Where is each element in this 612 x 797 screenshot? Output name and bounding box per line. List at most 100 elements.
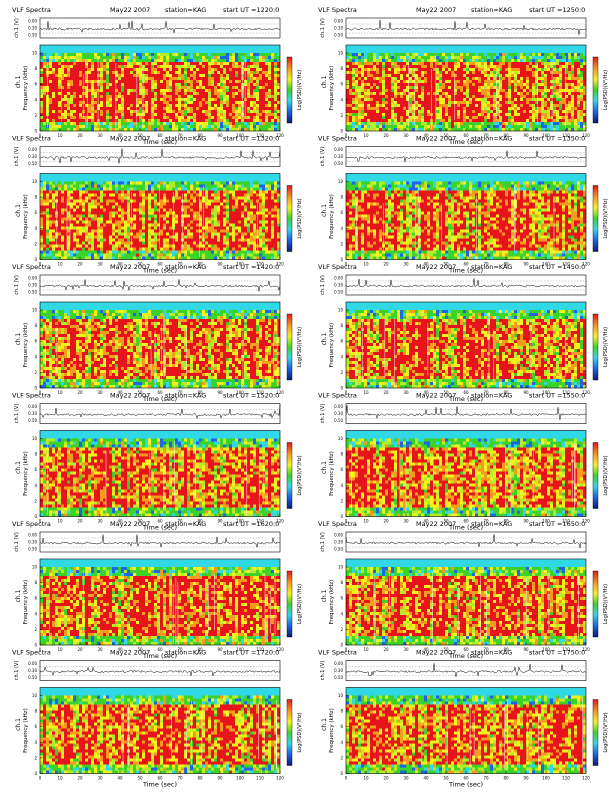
spectrogram-cell bbox=[502, 59, 505, 62]
spectrogram-cell bbox=[118, 245, 121, 248]
spectrogram-cell bbox=[232, 95, 235, 98]
spectrogram-cell bbox=[121, 83, 124, 86]
spectrogram-cell bbox=[184, 203, 187, 206]
spectrogram-cell bbox=[394, 122, 397, 125]
spectrogram-cell bbox=[187, 125, 190, 128]
spectrogram-cell bbox=[502, 110, 505, 113]
spectrogram-cell bbox=[373, 56, 376, 59]
spectrogram-cell bbox=[43, 230, 46, 233]
spectrogram-cell bbox=[100, 71, 103, 74]
spectrogram-cell bbox=[217, 83, 220, 86]
spectrogram-cell bbox=[370, 86, 373, 89]
spectrogram-cell bbox=[112, 122, 115, 125]
spectrogram-cell bbox=[55, 101, 58, 104]
spectrogram-cell bbox=[40, 53, 43, 56]
spectrogram-cell bbox=[391, 71, 394, 74]
spectrogram-cell bbox=[271, 128, 274, 131]
spectrogram-cell bbox=[136, 194, 139, 197]
spectrogram-cell bbox=[382, 77, 385, 80]
spectrogram-cell bbox=[64, 188, 67, 191]
spectrogram-cell bbox=[145, 188, 148, 191]
spectrogram-cell bbox=[106, 89, 109, 92]
spectrogram-cell bbox=[49, 197, 52, 200]
spectrogram-cell bbox=[55, 89, 58, 92]
spectrogram-cell bbox=[562, 74, 565, 77]
spectrogram-cell bbox=[154, 59, 157, 62]
spectrogram-cell bbox=[190, 59, 193, 62]
spectrogram-cell bbox=[496, 68, 499, 71]
spectrogram-cell bbox=[487, 56, 490, 59]
spectrogram-cell bbox=[175, 101, 178, 104]
spectrogram-cell bbox=[148, 248, 151, 251]
spectrogram-cell bbox=[124, 95, 127, 98]
spectrogram-cell bbox=[88, 116, 91, 119]
spectrogram-cell bbox=[187, 89, 190, 92]
spectrogram-cell bbox=[529, 71, 532, 74]
spectrogram-cell bbox=[64, 83, 67, 86]
spectrogram-cell bbox=[406, 128, 409, 131]
spectrogram-cell bbox=[250, 83, 253, 86]
spectrogram-cell bbox=[73, 104, 76, 107]
spectrogram-cell bbox=[475, 53, 478, 56]
spectrogram-cell bbox=[67, 113, 70, 116]
spectrogram-cell bbox=[46, 188, 49, 191]
spectrogram-cell bbox=[523, 119, 526, 122]
spectrogram-cell bbox=[205, 83, 208, 86]
spectrogram-cell bbox=[217, 113, 220, 116]
spectrogram-cell bbox=[421, 116, 424, 119]
spectrogram-cell bbox=[442, 80, 445, 83]
spectrogram-cell bbox=[154, 245, 157, 248]
spectrogram-cell bbox=[154, 80, 157, 83]
spectrogram-cell bbox=[397, 62, 400, 65]
spectrogram-cell bbox=[169, 245, 172, 248]
spectrogram-cell bbox=[88, 104, 91, 107]
colorbar-label: Log(PSD)(V²/Hz) bbox=[297, 70, 303, 110]
spectrogram-cell bbox=[562, 83, 565, 86]
spectrogram-cell bbox=[205, 86, 208, 89]
spectrogram-cell bbox=[73, 209, 76, 212]
spectrogram-cell bbox=[49, 107, 52, 110]
spectrogram-cell bbox=[277, 104, 280, 107]
spectrogram-cell bbox=[379, 89, 382, 92]
spectrogram-cell bbox=[97, 194, 100, 197]
spectrogram-cell bbox=[67, 215, 70, 218]
spectrogram-cell bbox=[403, 62, 406, 65]
spectrogram-cell bbox=[571, 74, 574, 77]
spectrogram-cell bbox=[187, 71, 190, 74]
colorbar bbox=[287, 57, 292, 123]
spectrogram-cell bbox=[472, 92, 475, 95]
spectrogram-cell bbox=[418, 89, 421, 92]
time-tick-label: 30 bbox=[97, 133, 103, 138]
spectrogram-cell bbox=[352, 101, 355, 104]
spectrogram-cell bbox=[211, 116, 214, 119]
spectrogram-cell bbox=[157, 101, 160, 104]
spectrogram-cell bbox=[118, 224, 121, 227]
spectrogram-cell bbox=[478, 98, 481, 101]
spectrogram-cell bbox=[352, 65, 355, 68]
spectrogram-cell bbox=[520, 53, 523, 56]
spectrogram-cell bbox=[205, 62, 208, 65]
spectrogram-cell bbox=[574, 125, 577, 128]
spectrogram-cell bbox=[130, 86, 133, 89]
spectrogram-cell bbox=[181, 128, 184, 131]
spectrogram-cell bbox=[61, 218, 64, 221]
spectrogram-cell bbox=[424, 77, 427, 80]
spectrogram-cell bbox=[421, 62, 424, 65]
spectrogram-cell bbox=[103, 215, 106, 218]
spectrogram-cell bbox=[346, 95, 349, 98]
spectrogram-cell bbox=[124, 224, 127, 227]
spectrogram-cell bbox=[91, 116, 94, 119]
freq-tick-label: 4 bbox=[34, 97, 37, 102]
spectrogram-cell bbox=[562, 77, 565, 80]
spectrogram-cell bbox=[259, 74, 262, 77]
spectrogram-cell bbox=[175, 242, 178, 245]
spectrogram-cell bbox=[457, 119, 460, 122]
spectrogram-cell bbox=[190, 224, 193, 227]
spectrogram-cell bbox=[538, 71, 541, 74]
spectrogram-cell bbox=[424, 122, 427, 125]
spectrogram-cell bbox=[85, 230, 88, 233]
spectrogram-cell bbox=[130, 107, 133, 110]
spectrogram-cell bbox=[85, 209, 88, 212]
spectrogram-cell bbox=[364, 74, 367, 77]
spectrogram-cell bbox=[562, 86, 565, 89]
